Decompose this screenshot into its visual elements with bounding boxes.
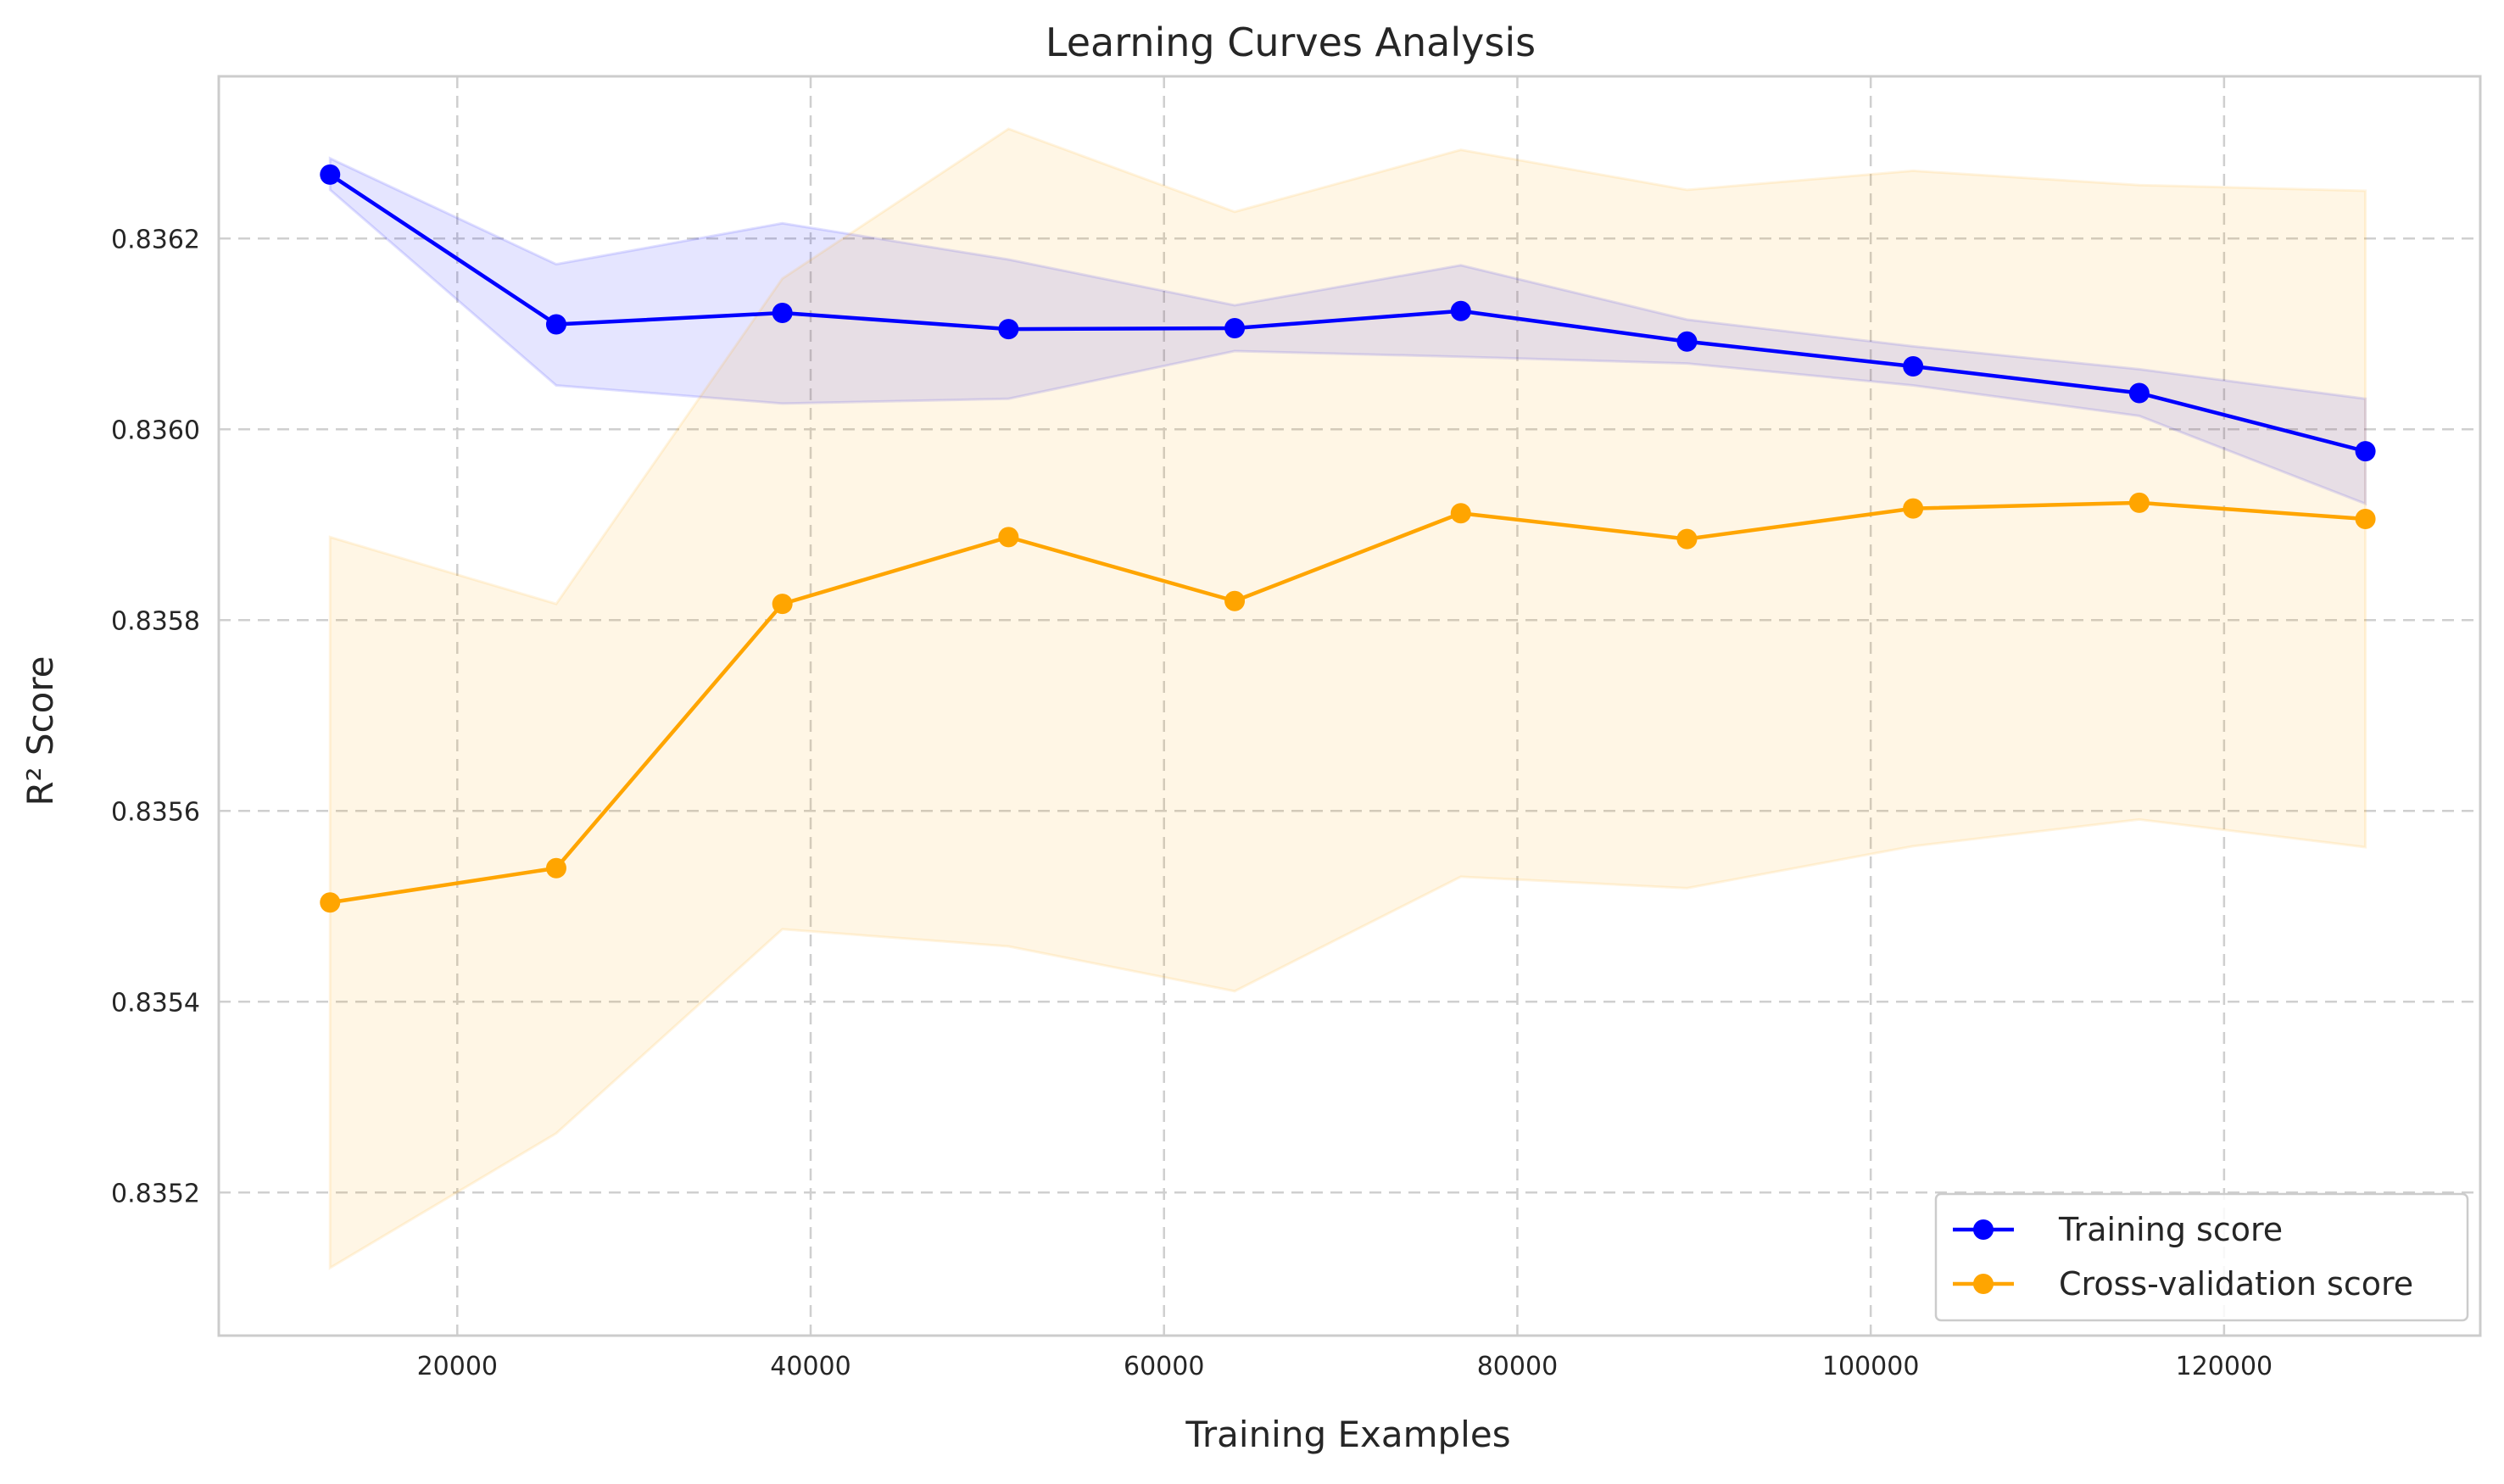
grid-lines xyxy=(219,76,2480,1336)
series-point-1 xyxy=(2128,492,2150,513)
x-tick-label: 100000 xyxy=(1822,1352,1920,1381)
chart-title: Learning Curves Analysis xyxy=(1046,20,1536,65)
x-tick-labels: 20000 40000 60000 80000 100000 120000 xyxy=(417,1352,2273,1381)
x-tick-label: 120000 xyxy=(2176,1352,2273,1381)
y-tick-label: 0.8362 xyxy=(111,225,200,254)
legend-marker-0 xyxy=(1973,1219,1994,1240)
legend-marker-1 xyxy=(1973,1274,1994,1294)
series-band-1 xyxy=(328,127,2367,1270)
series-point-0 xyxy=(2128,382,2150,404)
series-point-0 xyxy=(1903,356,1924,377)
series-point-1 xyxy=(2355,509,2376,529)
series-point-0 xyxy=(320,164,341,185)
series-line-0 xyxy=(329,172,2367,454)
plot-frame xyxy=(217,75,2482,1337)
series-point-0 xyxy=(998,319,1019,340)
x-tick-label: 40000 xyxy=(770,1352,850,1381)
series-point-1 xyxy=(545,857,566,879)
series-line-1 xyxy=(329,500,2366,905)
x-tick-label: 80000 xyxy=(1477,1352,1558,1381)
series-point-0 xyxy=(1676,331,1698,352)
series-point-1 xyxy=(998,527,1019,548)
y-tick-label: 0.8354 xyxy=(111,988,200,1018)
series-point-0 xyxy=(545,314,566,335)
legend-box xyxy=(1934,1192,2469,1322)
series-point-0 xyxy=(772,303,793,323)
legend: Training score Cross-validation score xyxy=(1934,1192,2469,1322)
series-point-1 xyxy=(320,892,341,913)
series-point-1 xyxy=(1676,528,1698,550)
y-tick-label: 0.8356 xyxy=(111,797,200,827)
legend-label-0: Training score xyxy=(2058,1211,2283,1248)
y-tick-label: 0.8360 xyxy=(111,416,200,445)
series-lines xyxy=(329,172,2367,905)
x-tick-label: 60000 xyxy=(1124,1352,1204,1381)
series-point-0 xyxy=(2355,441,2376,462)
series-point-1 xyxy=(1450,503,1471,524)
legend-label-1: Cross-validation score xyxy=(2059,1265,2413,1303)
series-point-1 xyxy=(1903,498,1924,519)
x-tick-label: 20000 xyxy=(417,1352,498,1381)
y-tick-labels: 0.8352 0.8354 0.8356 0.8358 0.8360 0.8362 xyxy=(111,225,200,1208)
y-tick-label: 0.8352 xyxy=(111,1179,200,1208)
series-point-1 xyxy=(1224,590,1246,611)
confidence-bands xyxy=(328,127,2367,1270)
y-axis-label: R² Score xyxy=(20,656,61,806)
series-point-1 xyxy=(772,594,793,615)
series-band-0 xyxy=(328,156,2367,506)
series-point-0 xyxy=(1224,318,1246,338)
y-tick-label: 0.8358 xyxy=(111,606,200,636)
series-points xyxy=(320,164,2376,913)
series-point-0 xyxy=(1450,300,1471,321)
x-axis-label: Training Examples xyxy=(1185,1414,1510,1455)
